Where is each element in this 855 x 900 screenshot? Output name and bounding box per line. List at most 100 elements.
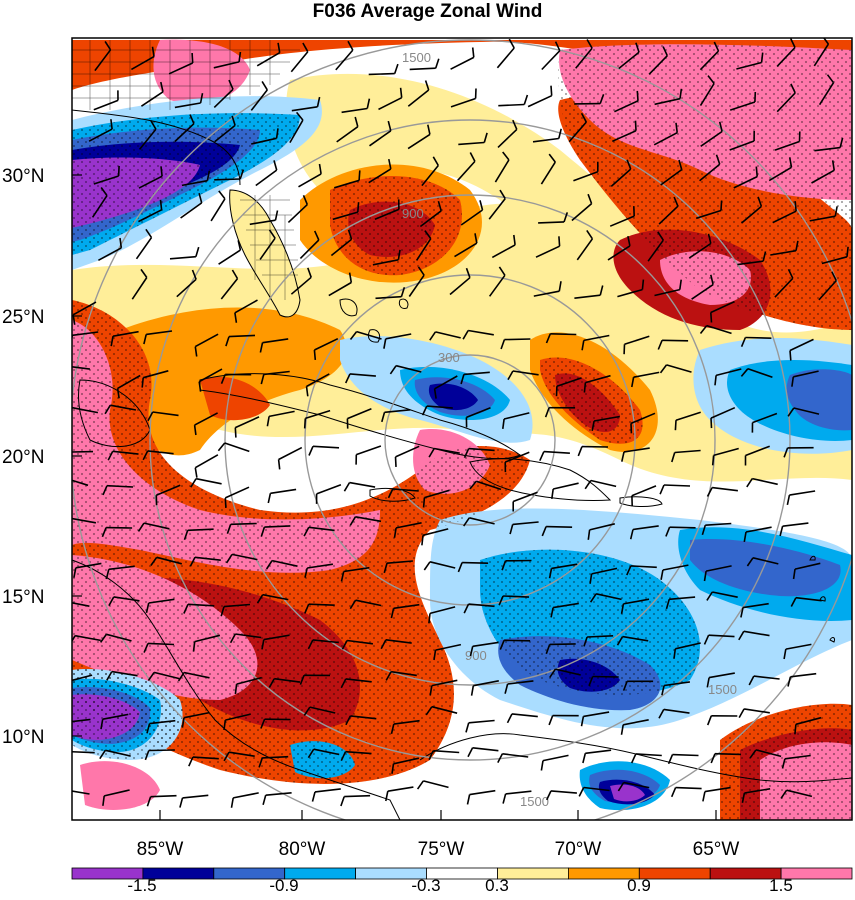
wind-barb [223,603,251,608]
wind-barb-flag [223,751,230,762]
wind-barb [169,255,196,260]
wind-barb-flag [160,81,164,92]
wind-barb [585,749,612,755]
wind-barb-flag [345,715,352,726]
wind-barb-flag [599,94,605,104]
wind-barb [256,52,281,67]
wind-barb-flag [59,366,64,375]
wind-barb-flag [791,376,795,387]
wind-barb [72,406,99,414]
wind-barb [551,563,578,570]
wind-barb [385,639,412,644]
wind-barb [705,565,732,572]
wind-barb-flag [790,597,797,607]
wind-barb-flag [620,724,624,735]
wind-barb-flag [789,350,792,361]
wind-barb-flag [630,753,637,764]
colorbar-label-pos-0-9: 0.9 [627,876,651,895]
ring-900 [224,194,716,686]
wind-barb-flag [277,459,281,470]
wind-barb [770,249,797,256]
wind-barb [251,137,277,145]
wind-barb-flag [701,524,707,536]
wind-barb-flag [220,606,225,617]
wind-barb [262,755,289,759]
lon-label-85w: 85°W [137,839,184,860]
wind-barb-flag [308,445,314,456]
wind-barb-flag [141,377,144,388]
south-america-coast [419,733,852,783]
wind-barb-flag [348,272,353,283]
wind-barb-flag [826,74,835,84]
wind-barb-flag [385,671,392,681]
wind-barb [752,477,778,486]
wind-barb-flag [470,685,475,696]
wind-barb [194,454,219,469]
hispaniola [469,458,612,502]
wind-barb [609,215,635,227]
wind-barb-flag [508,38,515,49]
lon-label-65w: 65°W [693,839,740,860]
wind-barb [421,164,439,187]
wind-barb-flag [274,210,279,221]
wind-barb [755,749,782,758]
wind-barb [568,121,587,143]
wind-barb-flag [548,568,553,579]
wind-barb-flag [230,797,234,808]
wind-barb [795,596,822,602]
wind-barb-flag [549,668,557,678]
wind-barb-flag [394,456,397,467]
wind-barb-flag [660,569,664,580]
wind-barb [195,477,222,485]
wind-barb-flag [340,678,347,689]
colorbar-label-neg-1-5: -1.5 [127,876,156,895]
wind-barb-flag [151,46,155,57]
wind-barb-flag [589,573,593,584]
wind-barb-flag [679,279,682,290]
wind-barb-flag [234,684,238,695]
wind-barb-flag [311,791,316,802]
wind-barb-flag [391,763,395,774]
wind-barb-flag [740,368,749,377]
wind-barb-flag [261,80,268,91]
wind-barb [573,170,599,182]
wind-barb-flag [673,196,679,207]
wind-barb [476,480,502,491]
wind-barb-flag [100,719,104,730]
wind-barb [349,373,376,377]
wind-barb [550,333,577,336]
wind-barb [290,276,312,295]
wind-barb [691,283,714,300]
wind-barb-flag [746,478,753,488]
lat-label-20n: 20°N [2,447,44,468]
wind-barb [745,526,772,533]
wind-barb [654,288,680,297]
wind-barb [704,786,731,793]
wind-barb-flag [140,268,148,278]
wind-barb [710,406,736,419]
wind-barb [146,330,173,336]
wind-barb [623,447,650,453]
wind-barb-flag [198,381,202,392]
wind-barb [811,169,835,184]
wind-barb [669,526,696,529]
wind-barb [104,789,130,797]
wind-barb [745,445,770,457]
wind-barb-flag [581,340,585,351]
ring-label-900: 900 [402,206,424,221]
wind-barb-flag [181,717,185,728]
wind-barb [112,450,139,455]
wind-barb-flag [383,338,387,349]
wind-barb-flag [588,676,594,687]
ring-1500 [72,39,852,820]
wind-barb-flag [218,190,226,200]
wind-barb-flag [757,196,763,207]
wind-barb [456,160,476,182]
wind-barb-flag [146,723,151,734]
wind-barb-flag [198,192,203,204]
wind-barb [450,56,475,70]
wind-barb-flag [117,165,120,177]
wind-barb-flag [59,601,64,610]
wind-barb [460,209,483,226]
wind-barb-flag [393,63,399,74]
